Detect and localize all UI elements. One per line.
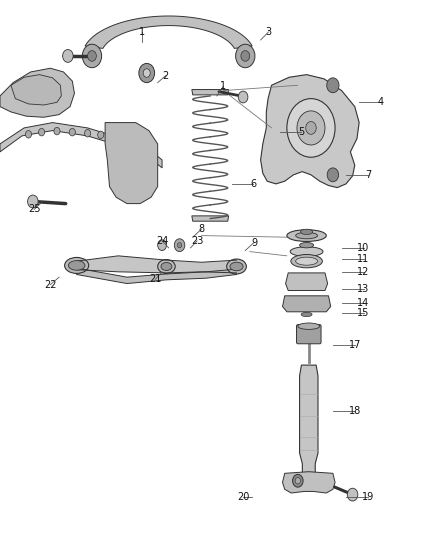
Ellipse shape [301, 312, 312, 317]
Ellipse shape [287, 230, 326, 241]
Text: 1: 1 [220, 82, 226, 91]
Ellipse shape [300, 243, 314, 248]
Circle shape [69, 128, 75, 136]
Polygon shape [0, 68, 74, 117]
Text: 11: 11 [357, 254, 370, 263]
Text: 15: 15 [357, 309, 370, 318]
Circle shape [139, 63, 155, 83]
Polygon shape [0, 123, 162, 168]
Ellipse shape [68, 261, 85, 270]
Ellipse shape [296, 257, 318, 265]
Polygon shape [283, 472, 335, 493]
Circle shape [174, 239, 185, 252]
Ellipse shape [291, 255, 322, 268]
Polygon shape [85, 16, 252, 49]
Text: 3: 3 [265, 27, 272, 37]
Polygon shape [283, 296, 331, 312]
Circle shape [63, 50, 73, 62]
Text: 20: 20 [237, 492, 249, 502]
Ellipse shape [290, 247, 323, 256]
Ellipse shape [158, 260, 175, 273]
Text: 7: 7 [365, 170, 371, 180]
Ellipse shape [161, 263, 172, 271]
Polygon shape [105, 123, 158, 204]
Circle shape [306, 122, 316, 134]
Circle shape [25, 131, 32, 138]
Ellipse shape [230, 262, 243, 271]
Circle shape [54, 127, 60, 135]
Polygon shape [261, 75, 359, 188]
Circle shape [28, 195, 38, 208]
Text: 24: 24 [156, 236, 168, 246]
Text: 4: 4 [378, 98, 384, 107]
Circle shape [295, 478, 300, 484]
Circle shape [143, 69, 150, 77]
Text: 2: 2 [162, 71, 169, 80]
Text: 8: 8 [198, 224, 205, 234]
Text: 17: 17 [349, 341, 361, 350]
Circle shape [85, 130, 91, 137]
Polygon shape [192, 90, 229, 95]
Circle shape [327, 78, 339, 93]
Polygon shape [192, 216, 229, 221]
Polygon shape [286, 273, 328, 290]
Circle shape [98, 131, 104, 139]
Circle shape [82, 44, 102, 68]
FancyBboxPatch shape [297, 325, 321, 344]
Text: 18: 18 [349, 407, 361, 416]
Text: 25: 25 [28, 205, 40, 214]
Circle shape [241, 51, 250, 61]
Circle shape [39, 128, 45, 136]
Circle shape [287, 99, 335, 157]
Text: 10: 10 [357, 243, 370, 253]
Text: 13: 13 [357, 284, 370, 294]
Text: 23: 23 [191, 236, 203, 246]
Circle shape [158, 240, 166, 251]
Circle shape [347, 488, 358, 501]
Ellipse shape [298, 323, 320, 329]
Text: 1: 1 [139, 27, 145, 37]
Text: 19: 19 [362, 492, 374, 502]
Ellipse shape [300, 229, 313, 235]
Circle shape [327, 168, 339, 182]
Circle shape [293, 474, 303, 487]
Circle shape [238, 91, 248, 103]
Polygon shape [11, 75, 61, 105]
Circle shape [88, 51, 96, 61]
Text: 5: 5 [298, 127, 304, 137]
Text: 6: 6 [250, 179, 256, 189]
Ellipse shape [296, 232, 318, 239]
Circle shape [236, 44, 255, 68]
Circle shape [297, 111, 325, 145]
Ellipse shape [227, 259, 246, 274]
Text: 21: 21 [149, 274, 162, 284]
Text: 22: 22 [44, 280, 57, 289]
Text: 9: 9 [251, 238, 257, 247]
Text: 12: 12 [357, 267, 370, 277]
Polygon shape [300, 365, 318, 474]
Circle shape [177, 243, 182, 248]
Text: 14: 14 [357, 298, 370, 308]
Ellipse shape [64, 257, 88, 273]
